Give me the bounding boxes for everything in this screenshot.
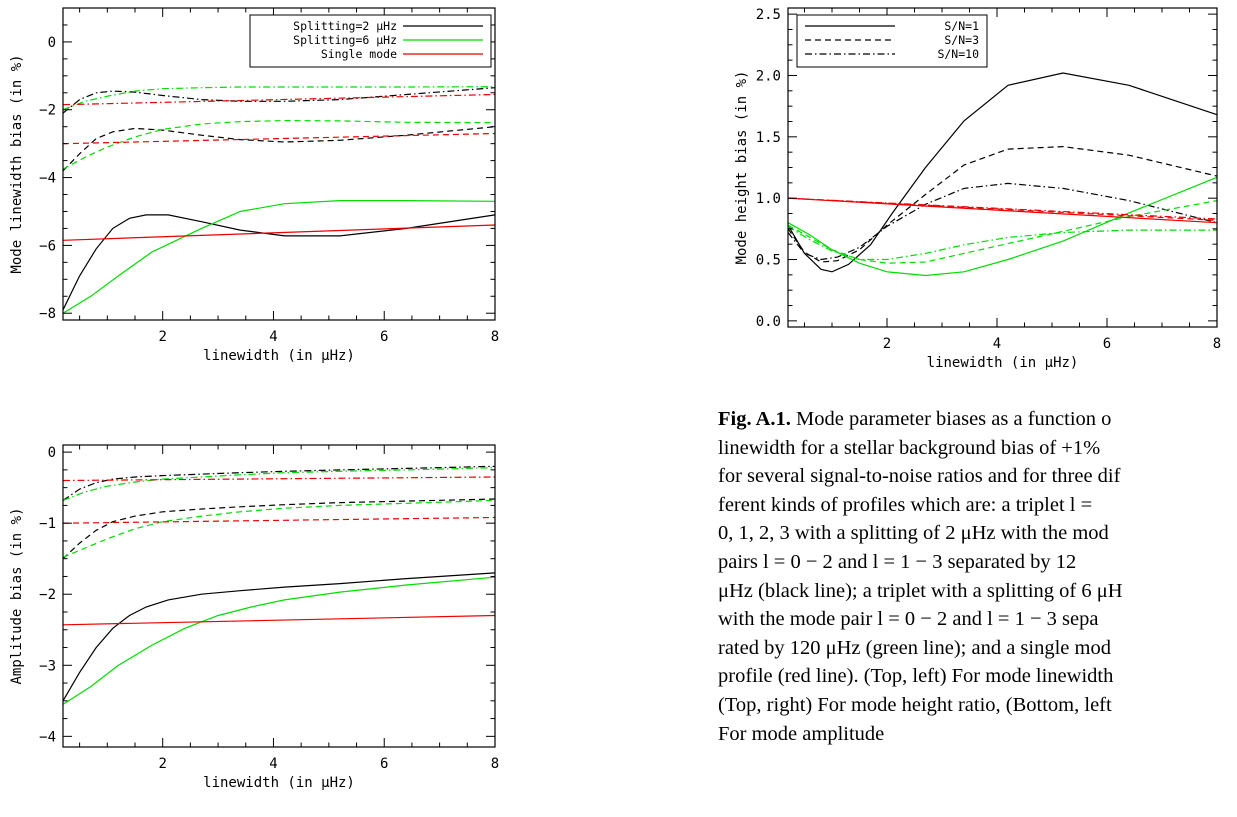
x-tick-label: 2 xyxy=(883,336,891,352)
legend-label: S/N=3 xyxy=(944,33,979,47)
series-line-black-dashed xyxy=(62,126,496,172)
y-tick-label: 0.5 xyxy=(756,253,781,269)
legend-box xyxy=(249,14,492,68)
legend-label: Single mode xyxy=(321,47,397,61)
legend-label: S/N=10 xyxy=(937,47,979,61)
x-tick-label: 2 xyxy=(158,329,166,345)
x-tick-label: 6 xyxy=(380,329,388,345)
caption-line: (Top, right) For mode height ratio, (Bot… xyxy=(718,693,1112,716)
y-tick-label: −2 xyxy=(39,587,56,603)
series-line-red-dashdot xyxy=(787,197,1218,220)
series-line-green-dashdot xyxy=(787,225,1217,261)
series-line-black-solid xyxy=(787,72,1218,273)
x-tick-label: 6 xyxy=(380,756,388,772)
series-line-green-dashed xyxy=(787,200,1218,264)
series-line-red-dashed xyxy=(62,132,496,145)
x-tick-label: 6 xyxy=(1103,336,1111,352)
series-line-black-dashed xyxy=(62,498,496,560)
caption-line: pairs l = 0 − 2 and l = 1 − 3 separated … xyxy=(718,550,1077,573)
caption-line: with the mode pair l = 0 − 2 and l = 1 −… xyxy=(718,608,1099,631)
caption-line: ferent kinds of profiles which are: a tr… xyxy=(718,493,1093,516)
plot-frame xyxy=(62,444,496,748)
y-tick-label: 2.5 xyxy=(756,7,781,23)
x-axis-title: linewidth (in μHz) xyxy=(203,775,355,791)
legend-label: Splitting=6 μHz xyxy=(293,33,397,47)
y-axis-title: Mode linewidth bias (in %) xyxy=(9,54,25,273)
y-tick-label: 0.0 xyxy=(756,314,781,330)
series-line-green-dashed xyxy=(62,119,496,170)
y-tick-label: 0 xyxy=(48,35,56,51)
series-line-red-dashed xyxy=(62,516,496,524)
caption-line: μHz (black line); a triplet with a split… xyxy=(718,579,1123,602)
series-line-green-dashdot xyxy=(62,86,496,111)
x-axis-title: linewidth (in μHz) xyxy=(203,348,355,364)
legend-label: Splitting=2 μHz xyxy=(293,19,397,33)
height-bias-panel: 2 4 6 8 0.0 0.5 1.0 1.5 2.0 2.5 linewidth (in μHz)… xyxy=(734,7,1221,371)
caption-line: linewidth for a stellar background bias … xyxy=(718,436,1101,459)
y-tick-label: −4 xyxy=(39,171,56,187)
y-axis-title: Amplitude bias (in %) xyxy=(9,507,25,684)
y-tick-label: 1.0 xyxy=(756,191,781,207)
x-tick-label: 8 xyxy=(491,329,499,345)
caption-line: 0, 1, 2, 3 with a splitting of 2 μHz wit… xyxy=(718,522,1109,545)
caption-line: profile (red line). (Top, left) For mode… xyxy=(718,665,1114,688)
series-line-green-dashdot xyxy=(62,467,496,501)
x-tick-label: 4 xyxy=(993,336,1001,352)
legend-box xyxy=(796,14,988,68)
y-tick-label: 2.0 xyxy=(756,68,781,84)
series-line-red-dashed xyxy=(787,197,1218,221)
series-line-black-dashdot xyxy=(787,182,1218,261)
linewidth-bias-panel: 2 4 6 8 0 −2 −4 −6 −8 linewidth (in μHz) Mode line… xyxy=(9,7,499,364)
x-tick-label: 8 xyxy=(491,756,499,772)
y-tick-label: −3 xyxy=(39,658,56,674)
x-tick-label: 4 xyxy=(269,329,277,345)
caption-label: Fig. A.1. xyxy=(718,408,791,430)
series-line-black-dashed xyxy=(787,145,1218,263)
series-line-black-dashdot xyxy=(62,87,496,114)
y-tick-label: −6 xyxy=(39,238,56,254)
series-line-black-solid xyxy=(62,572,496,702)
series-line-red-solid xyxy=(62,224,496,241)
caption-line: For mode amplitude xyxy=(718,722,885,745)
y-tick-label: 1.5 xyxy=(756,130,781,146)
y-axis-title: Mode height bias (in %) xyxy=(734,71,750,265)
x-tick-label: 2 xyxy=(158,756,166,772)
series-line-red-dashdot xyxy=(62,93,496,106)
series-line-green-solid xyxy=(62,576,496,705)
x-tick-label: 8 xyxy=(1213,336,1221,352)
caption-line: Mode parameter biases as a function o xyxy=(790,408,1112,430)
legend-label: S/N=1 xyxy=(944,19,979,33)
series-line-green-dashed xyxy=(62,499,496,558)
x-tick-label: 4 xyxy=(269,756,277,772)
series-line-red-dashdot xyxy=(62,476,496,482)
caption-line: rated by 120 μHz (green line); and a sin… xyxy=(718,636,1111,659)
y-tick-label: −2 xyxy=(39,103,56,119)
y-tick-label: −1 xyxy=(39,516,56,532)
caption-line: for several signal-to-noise ratios and f… xyxy=(718,465,1121,488)
x-axis-title: linewidth (in μHz) xyxy=(927,355,1079,371)
figure-caption: Fig. A.1. Mode parameter biases as a fun… xyxy=(718,405,1237,748)
y-tick-label: −4 xyxy=(39,729,56,745)
plot-frame xyxy=(62,7,496,321)
y-tick-label: 0 xyxy=(48,445,56,461)
series-line-green-solid xyxy=(62,200,496,314)
amplitude-bias-panel: 2 4 6 8 0 −1 −2 −3 −4 linewidth (in μHz) Amplitude… xyxy=(9,444,499,791)
series-line-black-dashdot xyxy=(62,465,496,501)
series-line-red-solid xyxy=(62,614,496,626)
y-tick-label: −8 xyxy=(39,306,56,322)
series-line-black-solid xyxy=(62,214,496,311)
